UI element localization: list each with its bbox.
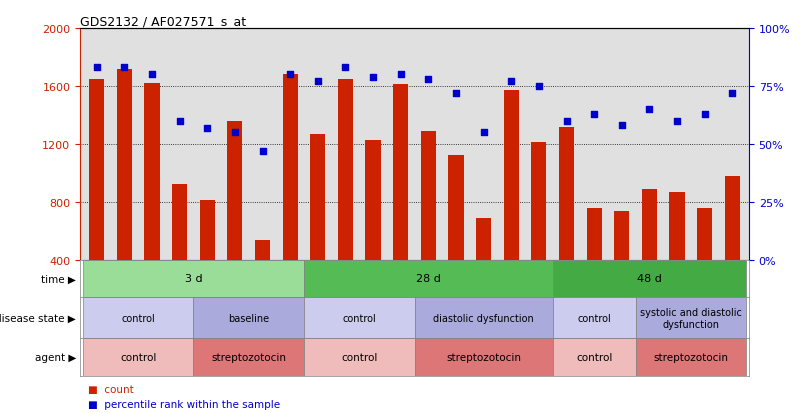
Bar [415, 339, 553, 376]
Text: streptozotocin: streptozotocin [654, 352, 728, 362]
Point [422, 76, 435, 83]
Text: disease state ▶: disease state ▶ [0, 313, 76, 323]
Point [670, 118, 683, 125]
Point [228, 130, 241, 136]
Point [477, 130, 490, 136]
Text: baseline: baseline [228, 313, 269, 323]
Bar [553, 260, 747, 297]
Bar [504, 91, 519, 260]
Bar [531, 143, 546, 260]
Bar [476, 218, 491, 260]
Bar [338, 79, 353, 260]
Text: systolic and diastolic
dysfunction: systolic and diastolic dysfunction [640, 307, 742, 329]
Point [201, 125, 214, 132]
Bar [89, 79, 104, 260]
Bar [553, 297, 636, 339]
Text: control: control [342, 313, 376, 323]
Bar [144, 84, 159, 260]
Bar [283, 75, 298, 260]
Point [533, 83, 545, 90]
Point [146, 72, 159, 78]
Bar [193, 297, 304, 339]
Text: 3 d: 3 d [184, 274, 202, 284]
Point [284, 72, 296, 78]
Bar [304, 260, 553, 297]
Point [394, 72, 407, 78]
Point [560, 118, 573, 125]
Bar [421, 131, 436, 260]
Bar [697, 208, 712, 260]
Bar [449, 156, 464, 260]
Text: time ▶: time ▶ [41, 274, 76, 284]
Text: control: control [576, 352, 612, 362]
Bar [83, 260, 304, 297]
Text: ■  count: ■ count [88, 384, 134, 394]
Bar [304, 339, 415, 376]
Bar [227, 121, 243, 260]
Bar [83, 297, 193, 339]
Point [726, 90, 739, 97]
Bar [393, 85, 409, 260]
Bar [117, 69, 132, 260]
Bar [642, 189, 657, 260]
Bar [614, 211, 630, 260]
Bar [365, 140, 380, 260]
Point [118, 65, 131, 71]
Bar [193, 339, 304, 376]
Bar [255, 240, 270, 260]
Bar [304, 297, 415, 339]
Point [449, 90, 462, 97]
Point [339, 65, 352, 71]
Point [173, 118, 186, 125]
Bar [310, 134, 325, 260]
Point [615, 123, 628, 129]
Bar [415, 297, 553, 339]
Bar [559, 127, 574, 260]
Text: agent ▶: agent ▶ [34, 352, 76, 362]
Bar [670, 192, 685, 260]
Point [698, 111, 711, 118]
Text: streptozotocin: streptozotocin [211, 352, 286, 362]
Text: 28 d: 28 d [416, 274, 441, 284]
Point [256, 148, 269, 155]
Text: GDS2132 / AF027571_s_at: GDS2132 / AF027571_s_at [80, 15, 246, 28]
Bar [172, 185, 187, 260]
Text: diastolic dysfunction: diastolic dysfunction [433, 313, 534, 323]
Point [505, 79, 517, 85]
Bar [725, 176, 740, 260]
Bar [199, 201, 215, 260]
Text: control: control [578, 313, 611, 323]
Text: 48 d: 48 d [637, 274, 662, 284]
Point [643, 107, 656, 113]
Text: streptozotocin: streptozotocin [446, 352, 521, 362]
Text: control: control [121, 313, 155, 323]
Point [367, 74, 380, 81]
Bar [83, 339, 193, 376]
Bar [553, 339, 636, 376]
Point [91, 65, 103, 71]
Bar [636, 297, 747, 339]
Point [312, 79, 324, 85]
Text: ■  percentile rank within the sample: ■ percentile rank within the sample [88, 399, 280, 409]
Bar [586, 208, 602, 260]
Text: control: control [120, 352, 156, 362]
Point [588, 111, 601, 118]
Text: control: control [341, 352, 377, 362]
Bar [636, 339, 747, 376]
